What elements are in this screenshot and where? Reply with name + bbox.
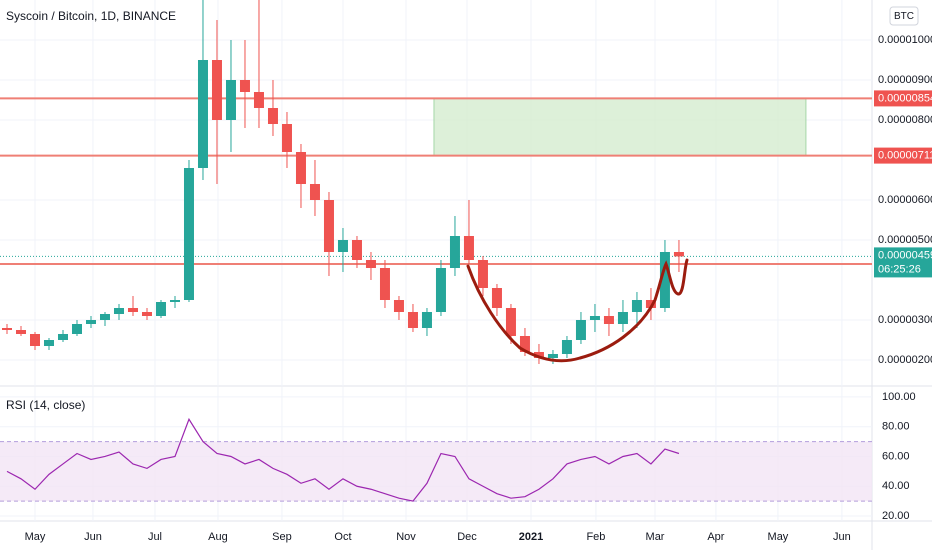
drawn-cup-annotation xyxy=(466,258,689,363)
candle-body xyxy=(393,300,404,312)
countdown-label: 06:25:26 xyxy=(878,263,921,275)
candle-body xyxy=(71,324,82,334)
candle-body xyxy=(295,152,306,184)
labels-layer: May Jun Jul Aug Sep Oct Nov Dec 2021 Feb Mar Apr May… xyxy=(25,34,932,543)
candle-body xyxy=(183,168,194,300)
y-tick-label: 0.00000500 xyxy=(878,234,932,246)
x-tick-label: Oct xyxy=(334,531,351,543)
candle-body xyxy=(239,80,250,92)
candle-body xyxy=(589,316,600,320)
y-tick-label: 0.00001000 xyxy=(878,34,932,46)
candle-body xyxy=(281,124,292,152)
candle-body xyxy=(435,268,446,312)
target-zone xyxy=(433,97,807,157)
currency-button-label[interactable]: BTC xyxy=(894,11,914,22)
levels-layer xyxy=(0,97,872,265)
chart-title: Syscoin / Bitcoin, 1D, BINANCE xyxy=(6,9,176,23)
x-tick-label: Feb xyxy=(586,531,605,543)
candle-body xyxy=(197,60,208,168)
candle-body xyxy=(337,240,348,252)
candle-body xyxy=(155,302,166,316)
candle-body xyxy=(379,268,390,300)
candle-body xyxy=(407,312,418,328)
x-tick-label: Jun xyxy=(84,531,102,543)
rsi-band xyxy=(0,441,872,502)
level-label-box xyxy=(874,90,932,107)
rsi-tick-label: 40.00 xyxy=(882,480,910,492)
candle-body xyxy=(547,354,558,358)
candle-body xyxy=(575,320,586,340)
candle-body xyxy=(659,252,670,308)
rsi-tick-label: 20.00 xyxy=(882,510,910,522)
x-tick-label: 2021 xyxy=(519,531,543,543)
candle-body xyxy=(113,308,124,314)
level-label: 0.00000711 xyxy=(878,150,932,162)
candle-body xyxy=(211,60,222,120)
currency-button[interactable] xyxy=(889,6,919,26)
candle-body xyxy=(253,92,264,108)
candle-body xyxy=(491,288,502,308)
x-tick-label: Nov xyxy=(396,531,416,543)
level-label: 0.00000854 xyxy=(878,92,932,104)
x-tick-label: May xyxy=(25,531,46,543)
candles-layer xyxy=(1,0,684,364)
candle-body xyxy=(29,334,40,346)
y-tick-label: 0.00000800 xyxy=(878,114,932,126)
candle-body xyxy=(141,312,152,316)
candle-body xyxy=(15,330,26,334)
y-tick-label: 0.00000900 xyxy=(878,74,932,86)
candle-body xyxy=(617,312,628,324)
rsi-label: RSI (14, close) xyxy=(6,398,85,412)
candle-body xyxy=(603,316,614,324)
candle-body xyxy=(449,236,460,268)
candle-body xyxy=(533,352,544,358)
candle-body xyxy=(463,236,474,260)
rsi-line xyxy=(6,417,680,502)
last-price-label: 0.00000459 xyxy=(878,249,932,261)
y-tick-label: 0.00000300 xyxy=(878,314,932,326)
candle-body xyxy=(561,340,572,354)
last-price-box xyxy=(874,247,932,278)
x-tick-label: Dec xyxy=(457,531,477,543)
candle-body xyxy=(631,300,642,312)
x-tick-label: Sep xyxy=(272,531,292,543)
candle-body xyxy=(351,240,362,260)
zone-layer xyxy=(433,97,807,157)
candle-body xyxy=(645,300,656,308)
candle-body xyxy=(323,200,334,252)
rsi-tick-label: 100.00 xyxy=(882,391,916,403)
candle-body xyxy=(519,336,530,352)
candle-body xyxy=(99,314,110,320)
candle-body xyxy=(57,334,68,340)
candle-body xyxy=(477,260,488,288)
level-label-box xyxy=(874,147,932,164)
rsi-tick-label: 60.00 xyxy=(882,450,910,462)
candle-body xyxy=(85,320,96,324)
candle-body xyxy=(505,308,516,336)
rsi-layer xyxy=(0,417,872,502)
x-tick-label: Jul xyxy=(148,531,162,543)
candle-body xyxy=(421,312,432,328)
candle-body xyxy=(1,328,12,330)
x-tick-label: Mar xyxy=(646,531,665,543)
x-tick-label: Aug xyxy=(208,531,228,543)
candle-body xyxy=(169,300,180,302)
rsi-tick-label: 80.00 xyxy=(882,421,910,433)
x-tick-label: Jun xyxy=(833,531,851,543)
y-tick-label: 0.00000600 xyxy=(878,194,932,206)
candle-body xyxy=(225,80,236,120)
candle-body xyxy=(365,260,376,268)
candle-body xyxy=(673,252,684,257)
y-tick-label: 0.00000200 xyxy=(878,354,932,366)
candle-body xyxy=(267,108,278,124)
candle-body xyxy=(309,184,320,200)
x-tick-label: May xyxy=(768,531,789,543)
candle-body xyxy=(43,340,54,346)
x-tick-label: Apr xyxy=(707,531,724,543)
candle-body xyxy=(127,308,138,312)
